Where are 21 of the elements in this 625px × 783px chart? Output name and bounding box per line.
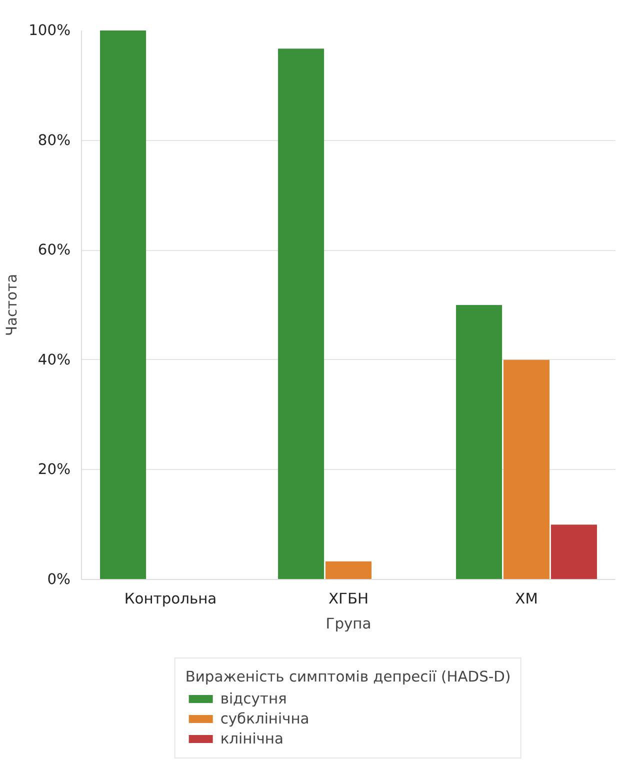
y-tick-label: 100% — [28, 22, 71, 39]
y-tick-label: 40% — [38, 351, 71, 368]
x-tick-label: Контрольна — [124, 590, 217, 608]
y-tick-label: 60% — [38, 242, 71, 259]
x-tick-label: ХМ — [515, 590, 538, 608]
legend-label: субклінічна — [220, 710, 310, 727]
x-axis-title: Група — [326, 616, 372, 632]
y-axis-title: Частота — [4, 274, 21, 336]
bar — [278, 48, 324, 580]
legend-title: Вираженість симптомів депресії (HADS-D) — [185, 668, 511, 685]
bar — [325, 561, 372, 580]
y-tick-label: 0% — [47, 571, 71, 588]
y-tick-label: 80% — [38, 132, 71, 149]
x-tick-label: ХГБН — [328, 590, 369, 608]
bar — [100, 30, 146, 580]
y-tick-label: 20% — [38, 461, 71, 478]
legend-label: клінічна — [220, 730, 284, 747]
bar — [503, 360, 550, 580]
bar — [456, 305, 502, 580]
legend-label: відсутня — [220, 690, 287, 707]
bar — [550, 524, 597, 580]
